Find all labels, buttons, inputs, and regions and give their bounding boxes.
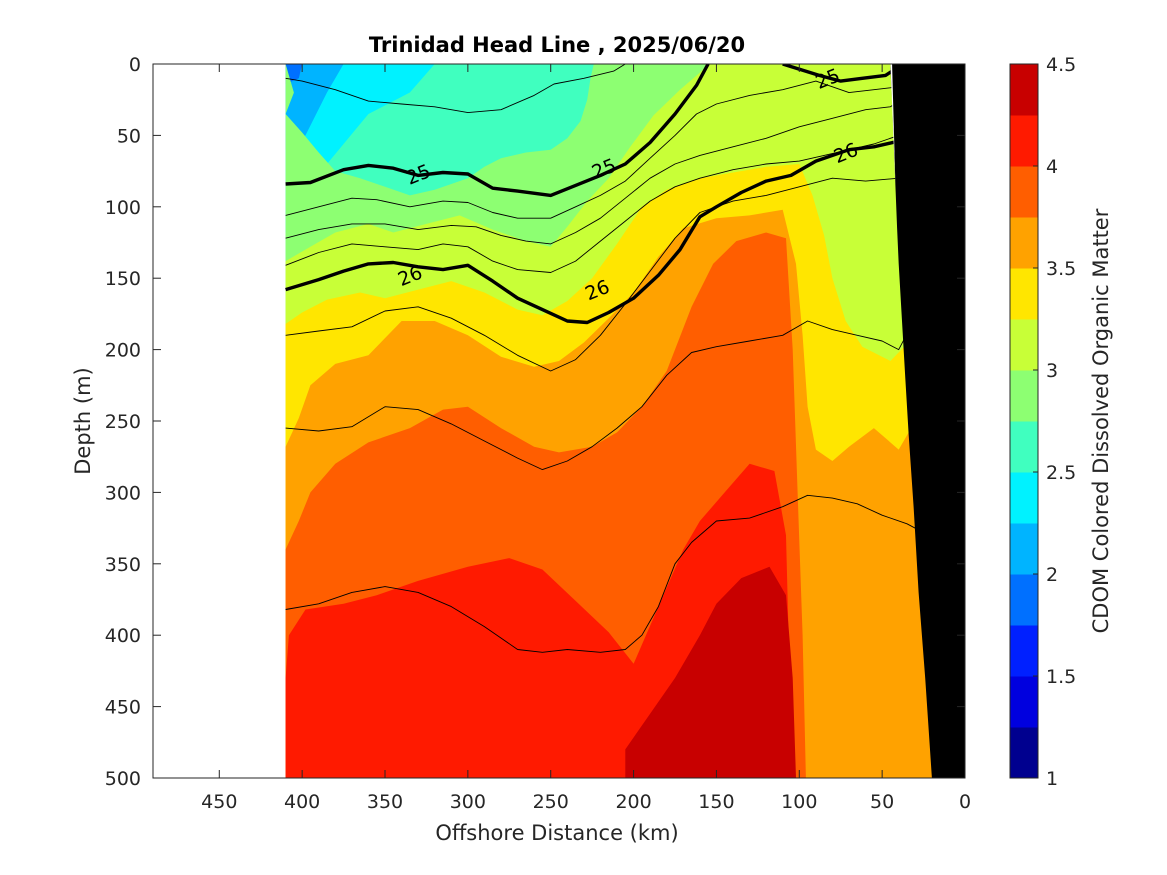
colorbar-tick-6: 4 bbox=[1033, 156, 1058, 178]
sigma-contour-25-1 bbox=[285, 64, 710, 198]
svg-text:100: 100 bbox=[781, 791, 817, 813]
bathymetry-mask bbox=[890, 64, 965, 778]
colorbar-tick-4: 3 bbox=[1033, 360, 1058, 382]
svg-text:150: 150 bbox=[698, 791, 734, 813]
svg-text:500: 500 bbox=[105, 768, 141, 790]
colorbar-swatch-1 bbox=[1010, 676, 1038, 728]
x-tick-350: 350 bbox=[367, 64, 403, 813]
sigma-theta-contours bbox=[285, 64, 953, 653]
cdom-band-low bbox=[285, 64, 435, 233]
colorbar-tick-1: 1.5 bbox=[1033, 666, 1076, 688]
colorbar-tick-2: 2 bbox=[1033, 564, 1058, 586]
x-tick-0: 0 bbox=[959, 64, 971, 813]
colorbar-swatch-11 bbox=[1010, 166, 1038, 218]
sigma-contour-26-6 bbox=[285, 71, 947, 325]
y-tick-100: 100 bbox=[105, 197, 965, 219]
x-axis-ticks: 450 400 350 300 250 200 150 100 50 0 bbox=[201, 64, 971, 813]
chart-title: Trinidad Head Line , 2025/06/20 bbox=[369, 33, 745, 57]
svg-text:200: 200 bbox=[615, 791, 651, 813]
colorbar-swatch-13 bbox=[1010, 64, 1038, 116]
svg-text:450: 450 bbox=[201, 791, 237, 813]
bathymetry-slope-highlight bbox=[890, 64, 896, 186]
y-tick-250: 250 bbox=[105, 411, 965, 433]
svg-text:2.5: 2.5 bbox=[1046, 462, 1076, 484]
svg-text:350: 350 bbox=[367, 791, 403, 813]
x-tick-150: 150 bbox=[698, 64, 735, 813]
y-tick-200: 200 bbox=[105, 340, 965, 362]
sigma-contour-25_3-3 bbox=[285, 75, 916, 219]
y-tick-0: 0 bbox=[129, 54, 965, 76]
x-axis-label: Offshore Distance (km) bbox=[435, 821, 678, 845]
x-tick-50: 50 bbox=[870, 64, 894, 813]
colorbar-frame bbox=[1009, 63, 1039, 779]
x-tick-250: 250 bbox=[533, 64, 569, 813]
sigma-contour-26_2-7 bbox=[285, 99, 953, 372]
sigma-contour-26_6-9 bbox=[285, 494, 929, 653]
svg-text:300: 300 bbox=[450, 791, 486, 813]
svg-text:400: 400 bbox=[284, 791, 320, 813]
x-tick-400: 400 bbox=[284, 64, 320, 813]
cdom-band-lowest bbox=[285, 64, 344, 150]
cdom-band-4_25 bbox=[625, 566, 796, 778]
sigma-contour-24_8-0 bbox=[285, 64, 626, 114]
svg-text:250: 250 bbox=[105, 411, 141, 433]
x-tick-100: 100 bbox=[781, 64, 817, 813]
colorbar-swatch-10 bbox=[1010, 217, 1038, 269]
svg-text:300: 300 bbox=[105, 482, 141, 504]
svg-text:350: 350 bbox=[105, 554, 141, 576]
y-tick-400: 400 bbox=[105, 625, 965, 647]
y-tick-300: 300 bbox=[105, 482, 965, 504]
svg-text:150: 150 bbox=[105, 268, 141, 290]
colorbar-swatch-3 bbox=[1010, 574, 1038, 626]
svg-text:0: 0 bbox=[129, 54, 141, 76]
y-tick-500: 500 bbox=[105, 768, 965, 790]
y-tick-450: 450 bbox=[105, 697, 965, 719]
colorbar-swatch-12 bbox=[1010, 115, 1038, 167]
colorbar-swatch-0 bbox=[1010, 727, 1038, 779]
colorbar-swatch-4 bbox=[1010, 523, 1038, 575]
svg-text:400: 400 bbox=[105, 625, 141, 647]
colorbar-swatch-5 bbox=[1010, 472, 1038, 524]
svg-text:3: 3 bbox=[1046, 360, 1058, 382]
x-tick-200: 200 bbox=[615, 64, 652, 813]
bathymetry-polygon bbox=[890, 64, 965, 778]
svg-text:200: 200 bbox=[105, 340, 141, 362]
svg-text:100: 100 bbox=[105, 197, 141, 219]
colorbar-tick-3: 2.5 bbox=[1033, 462, 1076, 484]
svg-text:1.5: 1.5 bbox=[1046, 666, 1076, 688]
colorbar-swatch-7 bbox=[1010, 370, 1038, 422]
colorbar-tick-5: 3.5 bbox=[1033, 258, 1076, 280]
svg-text:250: 250 bbox=[533, 791, 569, 813]
colorbar-tick-7: 4.5 bbox=[1033, 54, 1076, 76]
colorbar-swatch-6 bbox=[1010, 421, 1038, 473]
y-tick-50: 50 bbox=[117, 125, 965, 147]
svg-text:4.5: 4.5 bbox=[1046, 54, 1076, 76]
sigma-contour-25_8-5 bbox=[285, 75, 941, 273]
svg-text:50: 50 bbox=[117, 125, 141, 147]
y-tick-350: 350 bbox=[105, 554, 965, 576]
svg-text:450: 450 bbox=[105, 697, 141, 719]
colorbar-tick-0: 1 bbox=[1033, 768, 1058, 790]
svg-text:1: 1 bbox=[1046, 768, 1058, 790]
svg-text:0: 0 bbox=[959, 791, 971, 813]
svg-text:2: 2 bbox=[1046, 564, 1058, 586]
x-tick-300: 300 bbox=[450, 64, 486, 813]
colorbar-swatch-8 bbox=[1010, 319, 1038, 371]
y-tick-150: 150 bbox=[105, 268, 965, 290]
svg-text:4: 4 bbox=[1046, 156, 1058, 178]
sigma-contour-25_6-4 bbox=[285, 80, 924, 245]
colorbar-swatch-9 bbox=[1010, 268, 1038, 320]
svg-text:50: 50 bbox=[870, 791, 894, 813]
x-tick-450: 450 bbox=[201, 64, 237, 813]
y-axis-ticks: 0 50 100 150 200 250 300 350 400 450 500 bbox=[105, 54, 965, 790]
colorbar-label: CDOM Colored Dissolved Organic Matter bbox=[1089, 208, 1113, 633]
sigma-contour-26_4-8 bbox=[285, 135, 946, 471]
colorbar: 1 1.5 2 2.5 3 3.5 4 4.5 bbox=[1009, 54, 1076, 790]
svg-text:3.5: 3.5 bbox=[1046, 258, 1076, 280]
colorbar-swatch-2 bbox=[1010, 625, 1038, 677]
y-axis-label: Depth (m) bbox=[71, 367, 95, 474]
